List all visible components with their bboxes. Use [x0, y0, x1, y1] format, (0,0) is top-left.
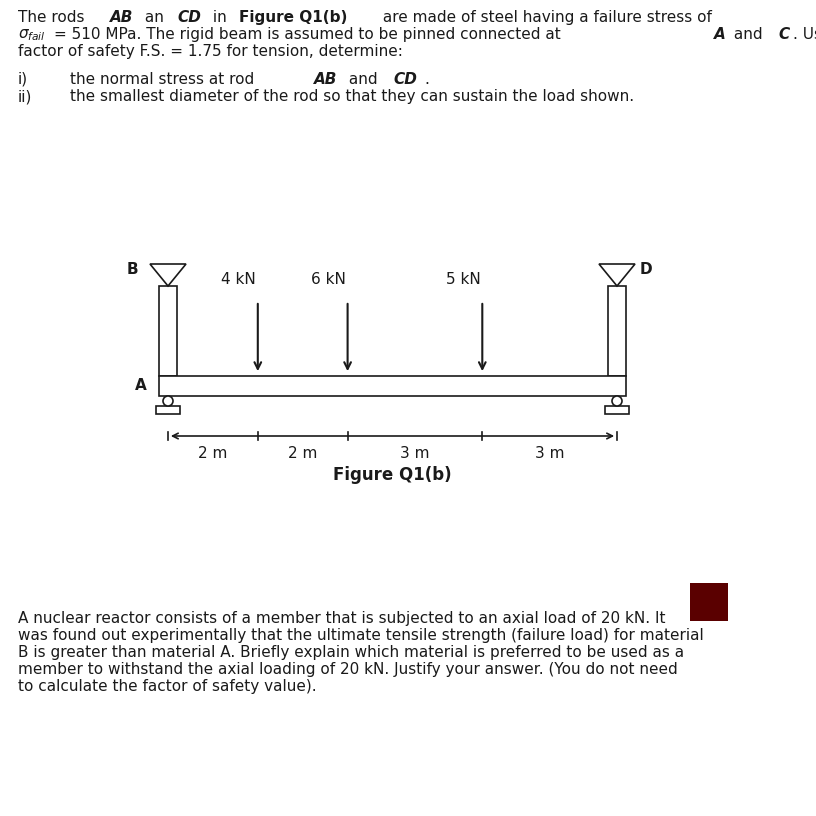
Text: an: an [140, 10, 169, 25]
Text: and: and [344, 72, 383, 87]
Text: was found out experimentally that the ultimate tensile strength (failure load) f: was found out experimentally that the ul… [18, 628, 703, 643]
Text: 3 m: 3 m [535, 446, 565, 461]
Text: i): i) [18, 72, 28, 87]
Text: . Using a: . Using a [793, 27, 816, 42]
Text: 2 m: 2 m [288, 446, 317, 461]
Bar [156, 406, 180, 414]
Bar [605, 406, 629, 414]
Circle shape [163, 396, 173, 406]
Polygon shape [599, 264, 635, 286]
Bar [608, 286, 626, 376]
Text: D: D [640, 262, 653, 277]
Text: .: . [424, 72, 429, 87]
Text: The rods: The rods [18, 10, 90, 25]
Text: AB: AB [110, 10, 134, 25]
Text: are made of steel having a failure stress of: are made of steel having a failure stres… [379, 10, 712, 25]
Bar [159, 376, 626, 396]
Text: = 510 MPa. The rigid beam is assumed to be pinned connected at: = 510 MPa. The rigid beam is assumed to … [54, 27, 565, 42]
Text: 6 kN: 6 kN [311, 272, 346, 287]
Text: A nuclear reactor consists of a member that is subjected to an axial load of 20 : A nuclear reactor consists of a member t… [18, 611, 666, 626]
Text: C: C [779, 27, 790, 42]
Bar [159, 286, 177, 376]
Text: and: and [730, 27, 768, 42]
Text: 3 m: 3 m [400, 446, 430, 461]
Text: B: B [126, 262, 138, 277]
Text: A: A [714, 27, 725, 42]
Text: $\sigma_{fail}$: $\sigma_{fail}$ [18, 27, 46, 42]
Circle shape [612, 396, 622, 406]
Bar [690, 583, 728, 621]
Text: 4 kN: 4 kN [221, 272, 255, 287]
Text: the smallest diameter of the rod so that they can sustain the load shown.: the smallest diameter of the rod so that… [70, 89, 634, 104]
Text: factor of safety F.S. = 1.75 for tension, determine:: factor of safety F.S. = 1.75 for tension… [18, 44, 403, 59]
Text: A: A [135, 379, 147, 393]
Text: in: in [208, 10, 232, 25]
Text: CD: CD [177, 10, 202, 25]
Text: member to withstand the axial loading of 20 kN. Justify your answer. (You do not: member to withstand the axial loading of… [18, 662, 678, 677]
Text: ii): ii) [18, 89, 33, 104]
Text: 5 kN: 5 kN [446, 272, 481, 287]
Polygon shape [150, 264, 186, 286]
Text: AB: AB [314, 72, 337, 87]
Text: CD: CD [394, 72, 418, 87]
Text: to calculate the factor of safety value).: to calculate the factor of safety value)… [18, 679, 317, 694]
Text: 2 m: 2 m [198, 446, 228, 461]
Text: Figure Q1(b): Figure Q1(b) [238, 10, 347, 25]
Text: B is greater than material A. Briefly explain which material is preferred to be : B is greater than material A. Briefly ex… [18, 645, 684, 660]
Text: the normal stress at rod: the normal stress at rod [70, 72, 259, 87]
Text: Figure Q1(b): Figure Q1(b) [333, 466, 452, 484]
